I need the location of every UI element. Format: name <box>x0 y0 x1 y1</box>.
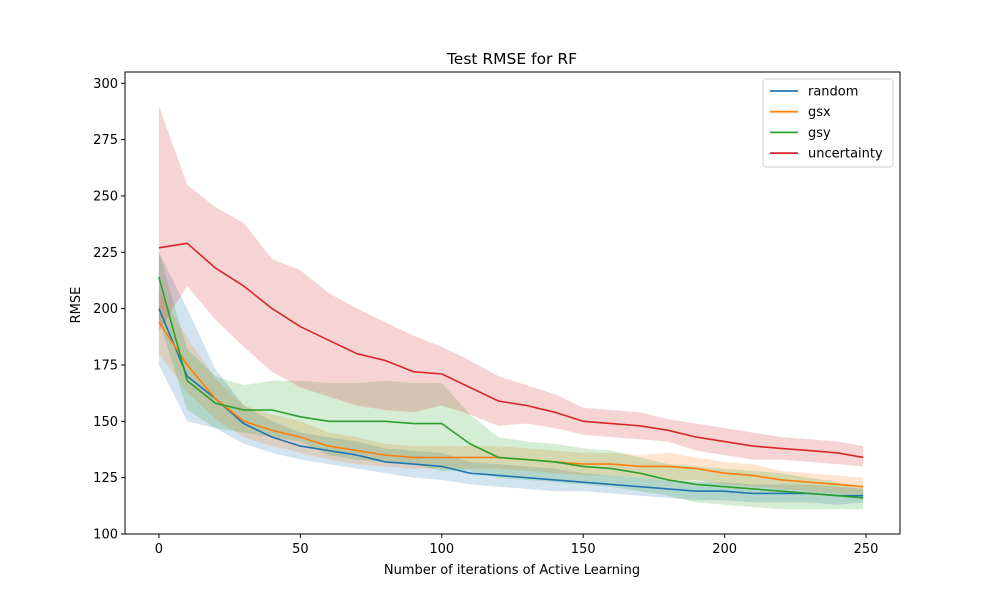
chart-title: Test RMSE for RF <box>446 50 577 68</box>
x-tick-label: 200 <box>712 542 737 557</box>
legend-label-gsy: gsy <box>808 126 831 141</box>
band-random <box>158 252 864 505</box>
y-tick-label: 225 <box>93 246 118 261</box>
legend-box <box>762 78 894 168</box>
y-axis-ticks: 100 125 150 175 200 225 250 275 300 <box>93 77 125 543</box>
legend-label-uncertainty: uncertainty <box>808 147 883 162</box>
band-gsx <box>158 290 864 496</box>
x-tick-label: 150 <box>571 542 596 557</box>
x-tick-label: 100 <box>429 542 454 557</box>
band-uncertainty <box>158 105 864 467</box>
y-axis-label: RMSE <box>69 287 84 324</box>
y-tick-label: 100 <box>93 528 118 543</box>
x-tick-label: 50 <box>292 542 309 557</box>
line-gsy <box>158 276 864 499</box>
x-axis-label: Number of iterations of Active Learning <box>384 563 640 578</box>
legend-label-gsx: gsx <box>808 105 831 120</box>
line-uncertainty <box>158 242 864 459</box>
line-random <box>158 308 864 497</box>
plot-frame <box>124 71 901 535</box>
x-tick-label: 250 <box>854 542 879 557</box>
legend-label-random: random <box>808 85 858 100</box>
y-tick-label: 125 <box>93 471 118 486</box>
y-tick-label: 300 <box>93 77 118 92</box>
y-tick-label: 200 <box>93 302 118 317</box>
series-lines <box>158 242 864 499</box>
y-tick-label: 275 <box>93 133 118 148</box>
y-tick-label: 150 <box>93 415 118 430</box>
legend: random gsx gsy uncertainty <box>762 78 894 168</box>
y-tick-label: 250 <box>93 189 118 204</box>
band-gsy <box>158 252 864 510</box>
y-tick-label: 175 <box>93 358 118 373</box>
x-tick-label: 0 <box>155 542 163 557</box>
x-axis-ticks: 0 50 100 150 200 250 <box>155 534 879 557</box>
confidence-bands <box>158 105 864 510</box>
